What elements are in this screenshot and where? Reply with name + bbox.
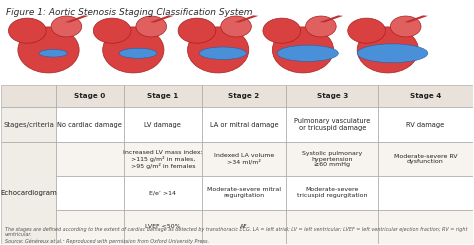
Text: LV damage: LV damage <box>145 122 181 128</box>
Text: Increased LV mass index:
>115 g/m² in males,
>95 g/m² in females: Increased LV mass index: >115 g/m² in ma… <box>123 149 203 169</box>
Text: The stages are defined according to the extent of cardiac damage as detected by : The stages are defined according to the … <box>5 227 467 244</box>
FancyBboxPatch shape <box>124 210 201 244</box>
FancyBboxPatch shape <box>55 107 124 142</box>
Text: Figure 1: Aortic Stenosis Staging Classification System: Figure 1: Aortic Stenosis Staging Classi… <box>6 8 253 17</box>
FancyBboxPatch shape <box>124 107 201 142</box>
FancyBboxPatch shape <box>286 85 378 107</box>
FancyBboxPatch shape <box>378 142 473 176</box>
Text: Stage 0: Stage 0 <box>74 93 105 99</box>
Text: Stage 3: Stage 3 <box>317 93 348 99</box>
FancyBboxPatch shape <box>55 85 124 107</box>
FancyBboxPatch shape <box>1 107 55 142</box>
FancyBboxPatch shape <box>201 210 286 244</box>
Text: Stage 4: Stage 4 <box>410 93 441 99</box>
FancyBboxPatch shape <box>378 107 473 142</box>
Ellipse shape <box>119 48 157 58</box>
FancyBboxPatch shape <box>378 85 473 107</box>
Ellipse shape <box>178 18 216 43</box>
Ellipse shape <box>357 44 428 63</box>
Ellipse shape <box>18 27 79 73</box>
Ellipse shape <box>188 27 249 73</box>
FancyBboxPatch shape <box>124 142 201 176</box>
FancyBboxPatch shape <box>286 107 378 142</box>
Ellipse shape <box>39 49 67 57</box>
FancyArrow shape <box>404 15 428 23</box>
Ellipse shape <box>93 18 131 43</box>
Text: Echocardiogram: Echocardiogram <box>0 190 57 196</box>
FancyBboxPatch shape <box>1 85 55 107</box>
FancyBboxPatch shape <box>201 85 286 107</box>
Ellipse shape <box>103 27 164 73</box>
Ellipse shape <box>263 18 301 43</box>
Text: Systolic pulmonary
hypertension
≥60 mmHg: Systolic pulmonary hypertension ≥60 mmHg <box>302 151 363 167</box>
FancyBboxPatch shape <box>201 142 286 176</box>
FancyBboxPatch shape <box>124 176 201 210</box>
Ellipse shape <box>306 16 336 37</box>
Text: No cardiac damage: No cardiac damage <box>57 122 122 128</box>
Ellipse shape <box>199 47 246 60</box>
Ellipse shape <box>273 27 334 73</box>
Ellipse shape <box>357 27 419 73</box>
Ellipse shape <box>136 16 166 37</box>
Text: AF: AF <box>240 224 248 229</box>
FancyBboxPatch shape <box>201 176 286 210</box>
Ellipse shape <box>51 16 82 37</box>
Text: Stage 2: Stage 2 <box>228 93 260 99</box>
Ellipse shape <box>221 16 251 37</box>
FancyBboxPatch shape <box>55 176 124 210</box>
FancyBboxPatch shape <box>378 176 473 210</box>
Text: E/e’ >14: E/e’ >14 <box>149 190 176 195</box>
Text: LA or mitral damage: LA or mitral damage <box>210 122 278 128</box>
Text: Stage 1: Stage 1 <box>147 93 178 99</box>
Text: Stages/criteria: Stages/criteria <box>3 122 54 128</box>
FancyBboxPatch shape <box>55 210 124 244</box>
Ellipse shape <box>9 18 46 43</box>
Text: RV damage: RV damage <box>406 122 445 128</box>
Text: Moderate-severe RV
dysfunction: Moderate-severe RV dysfunction <box>394 154 457 164</box>
FancyBboxPatch shape <box>286 142 378 176</box>
FancyBboxPatch shape <box>55 142 124 176</box>
Text: Indexed LA volume
>34 ml/m²: Indexed LA volume >34 ml/m² <box>214 153 274 165</box>
Ellipse shape <box>391 16 421 37</box>
FancyArrow shape <box>235 15 258 23</box>
Text: LVEF <50%: LVEF <50% <box>145 224 181 229</box>
Ellipse shape <box>277 45 338 61</box>
Ellipse shape <box>348 18 385 43</box>
FancyBboxPatch shape <box>378 210 473 244</box>
Text: Pulmonary vasculature
or tricuspid damage: Pulmonary vasculature or tricuspid damag… <box>294 118 371 131</box>
FancyArrow shape <box>319 15 343 23</box>
Text: Moderate-severe mitral
regurgitation: Moderate-severe mitral regurgitation <box>207 187 281 198</box>
FancyBboxPatch shape <box>1 142 55 244</box>
FancyArrow shape <box>150 15 173 23</box>
Text: Moderate-severe
tricuspid regurgitation: Moderate-severe tricuspid regurgitation <box>297 187 368 198</box>
FancyBboxPatch shape <box>124 85 201 107</box>
FancyBboxPatch shape <box>201 107 286 142</box>
FancyBboxPatch shape <box>286 210 378 244</box>
FancyArrow shape <box>65 15 89 23</box>
FancyBboxPatch shape <box>286 176 378 210</box>
